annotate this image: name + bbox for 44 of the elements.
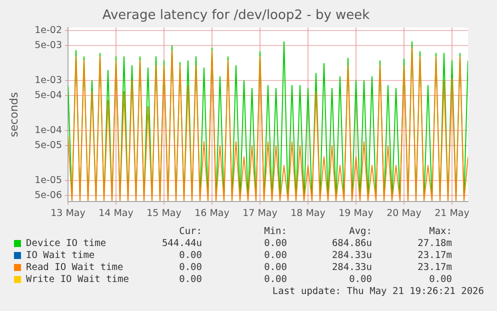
text: Max: — [428, 226, 452, 237]
text: 684.86u — [330, 238, 372, 249]
text: 284.33u — [330, 250, 372, 261]
text: 23.17m — [416, 262, 452, 273]
y-tick-label: 5e-05 — [34, 140, 62, 152]
text: 23.17m — [416, 250, 452, 261]
text: 0.00 — [263, 262, 287, 273]
text: 544.44u — [160, 238, 202, 249]
legend-label: Write IO Wait time — [26, 274, 129, 285]
text: 0.00 — [263, 250, 287, 261]
text: Last update: Thu May 21 19:26:21 2026 — [271, 286, 484, 298]
text: 0.00 — [263, 274, 287, 285]
text: 0.00 — [428, 274, 452, 285]
text: 0.00 — [178, 274, 202, 285]
x-tick-label: 14 May — [98, 208, 134, 219]
y-axis-title: seconds — [7, 92, 20, 138]
chart-title: Average latency for /dev/loop2 - by week — [102, 8, 370, 24]
y-tick-label: 1e-04 — [34, 125, 62, 136]
text: 284.33u — [330, 262, 372, 273]
y-tick-label: 5e-03 — [34, 40, 62, 52]
x-tick-label: 13 May — [50, 208, 86, 219]
text: Cur: — [178, 226, 202, 237]
y-tick-label: 5e-04 — [34, 90, 62, 102]
x-tick-label: 16 May — [194, 208, 230, 219]
x-tick-label: 21 May — [434, 208, 470, 219]
legend-label: Read IO Wait time — [26, 262, 124, 273]
x-tick-label: 20 May — [386, 208, 422, 219]
x-tick-label: 19 May — [338, 208, 374, 219]
x-tick-label: 18 May — [290, 208, 326, 219]
x-tick-label: 15 May — [146, 208, 182, 219]
text: 0.00 — [263, 238, 287, 249]
text: Min: — [263, 226, 287, 237]
text: 0.00 — [178, 250, 202, 261]
text: 0.00 — [348, 274, 372, 285]
legend-label: IO Wait time — [26, 250, 95, 261]
y-tick-label: 1e-03 — [34, 75, 62, 86]
y-tick-label: 5e-06 — [34, 190, 62, 202]
text: Avg: — [348, 226, 372, 237]
text: 0.00 — [178, 262, 202, 273]
x-tick-label: 17 May — [242, 208, 278, 219]
y-tick-label: 1e-05 — [34, 175, 62, 186]
y-tick-label: 1e-02 — [34, 25, 62, 36]
text: 27.18m — [416, 238, 452, 249]
legend-label: Device IO time — [26, 238, 106, 249]
